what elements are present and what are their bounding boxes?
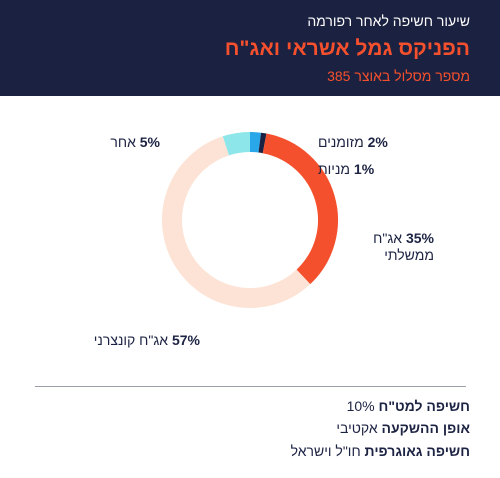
info-style-value: אקטיבי <box>336 420 378 436</box>
info-geo-exposure: חשיפה גאוגרפית חו"ל וישראל <box>291 443 470 459</box>
info-fx-exposure: חשיפה למט"ח 10% <box>347 398 470 414</box>
label-other-pct: 5% <box>139 134 160 150</box>
info-investment-style: אופן ההשקעה אקטיבי <box>336 420 470 436</box>
fund-title: הפניקס גמל אשראי ואג"ח <box>224 37 470 60</box>
label-corp-bonds: 57% אג"ח קונצרני <box>94 332 200 349</box>
label-gov-name: אג"ח <box>373 230 403 246</box>
label-cash: 2% מזומנים <box>318 134 388 151</box>
slice-cash <box>249 132 262 153</box>
label-other: 5% אחר <box>110 134 160 151</box>
label-stocks-name: מניות <box>318 161 351 177</box>
label-gov-name-line2: ממשלתי <box>384 247 434 263</box>
allocation-chart: 2% מזומנים 1% מניות 35% אג"ח ממשלתי 57% … <box>0 96 500 386</box>
info-fx-key: חשיפה למט"ח <box>378 398 470 414</box>
label-stocks-pct: 1% <box>353 161 375 177</box>
label-corp-pct: 57% <box>171 332 200 348</box>
info-fx-value: 10% <box>346 398 375 414</box>
label-corp-name: אג"ח קונצרני <box>93 332 169 348</box>
info-geo-value: חו"ל וישראל <box>290 443 361 459</box>
header-banner: שיעור חשיפה לאחר רפורמה הפניקס גמל אשראי… <box>0 0 500 96</box>
label-stocks: 1% מניות <box>318 161 374 178</box>
label-gov-bonds: 35% אג"ח ממשלתי <box>356 230 434 264</box>
label-other-name: אחר <box>110 134 136 150</box>
slice-corp-bonds <box>162 136 311 308</box>
info-style-key: אופן ההשקעה <box>381 420 470 436</box>
label-cash-name: מזומנים <box>318 134 364 150</box>
label-cash-pct: 2% <box>367 134 388 150</box>
slice-stocks <box>258 132 267 154</box>
slice-gov-bonds <box>262 133 338 285</box>
donut-chart <box>162 132 338 308</box>
label-gov-pct: 35% <box>405 230 434 246</box>
slice-other <box>222 132 251 156</box>
track-number: מספר מסלול באוצר 385 <box>327 68 470 84</box>
info-geo-key: חשיפה גאוגרפית <box>364 443 470 459</box>
header-subtitle: שיעור חשיפה לאחר רפורמה <box>307 13 470 29</box>
divider <box>35 386 466 387</box>
